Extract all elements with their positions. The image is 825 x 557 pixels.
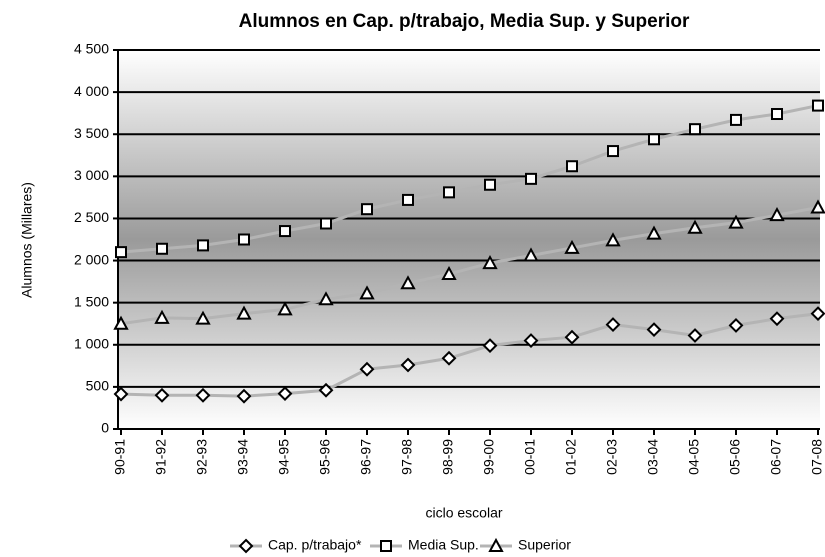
- marker: [769, 206, 785, 222]
- y-tick-label: 2 500: [74, 209, 109, 225]
- marker: [484, 178, 496, 191]
- marker: [810, 306, 825, 322]
- x-tick-label: 95-96: [317, 439, 333, 475]
- x-tick-label: 02-03: [604, 439, 620, 475]
- marker: [320, 217, 332, 230]
- marker: [441, 265, 457, 281]
- marker: [564, 239, 580, 254]
- marker: [441, 350, 457, 366]
- marker: [113, 386, 129, 402]
- marker: [730, 113, 742, 126]
- legend-marker: [380, 540, 392, 552]
- series-line: [120, 104, 819, 254]
- marker: [277, 301, 293, 316]
- y-axis-label: Alumnos (Millares): [19, 182, 35, 298]
- marker: [771, 108, 783, 121]
- legend-label: Media Sup.: [408, 537, 479, 553]
- x-tick-label: 96-97: [358, 439, 374, 475]
- y-tick-label: 3 000: [74, 167, 109, 183]
- marker: [482, 338, 498, 354]
- y-tick-label: 1 500: [74, 293, 109, 309]
- marker: [605, 317, 621, 332]
- x-tick-label: 97-98: [399, 439, 415, 475]
- marker: [238, 233, 250, 246]
- marker: [156, 242, 168, 255]
- legend-label: Cap. p/trabajo*: [268, 537, 362, 553]
- marker: [566, 160, 578, 173]
- marker: [728, 317, 744, 333]
- y-tick-label: 0: [101, 420, 109, 436]
- marker: [402, 193, 414, 206]
- x-tick-label: 99-00: [481, 439, 497, 475]
- marker: [195, 387, 211, 403]
- y-tick-label: 4 000: [74, 83, 109, 99]
- marker: [605, 232, 621, 247]
- marker: [400, 275, 416, 290]
- y-tick-label: 2 000: [74, 251, 109, 267]
- marker: [443, 186, 455, 199]
- marker: [359, 285, 375, 300]
- x-tick-label: 90-91: [112, 439, 128, 475]
- chart-title: Alumnos en Cap. p/trabajo, Media Sup. y …: [239, 11, 690, 32]
- marker: [359, 361, 375, 377]
- x-tick-label: 91-92: [153, 439, 169, 475]
- marker: [279, 225, 291, 238]
- x-tick-label: 94-95: [276, 439, 292, 475]
- marker: [648, 133, 660, 146]
- marker: [687, 328, 703, 343]
- marker: [115, 246, 127, 259]
- marker: [687, 219, 703, 234]
- marker: [564, 329, 580, 345]
- marker: [525, 172, 537, 185]
- x-tick-label: 06-07: [768, 439, 784, 475]
- marker: [197, 239, 209, 252]
- marker: [236, 388, 252, 404]
- y-tick-label: 500: [86, 378, 110, 394]
- marker: [154, 309, 170, 324]
- legend-marker: [238, 538, 254, 554]
- x-axis-label: ciclo escolar: [425, 505, 502, 521]
- marker: [400, 357, 416, 373]
- plot-area: [118, 50, 820, 429]
- marker: [810, 199, 825, 214]
- marker: [728, 214, 744, 229]
- marker: [689, 123, 701, 136]
- marker: [646, 225, 662, 240]
- x-tick-label: 98-99: [440, 439, 456, 475]
- marker: [154, 387, 170, 403]
- marker: [523, 333, 539, 348]
- x-tick-label: 07-08: [809, 439, 825, 475]
- marker: [113, 315, 129, 330]
- marker: [812, 99, 824, 112]
- marker: [277, 386, 293, 402]
- marker: [361, 203, 373, 216]
- x-tick-label: 05-06: [727, 439, 743, 475]
- legend-label: Superior: [518, 537, 571, 553]
- marker: [482, 254, 498, 270]
- series-line: [120, 206, 819, 326]
- marker: [646, 322, 662, 338]
- marker: [318, 291, 334, 306]
- marker: [318, 382, 334, 398]
- marker: [523, 247, 539, 262]
- x-tick-label: 93-94: [235, 439, 251, 475]
- legend-marker: [488, 537, 504, 552]
- x-tick-label: 04-05: [686, 439, 702, 475]
- y-tick-label: 4 500: [74, 41, 109, 57]
- marker: [769, 311, 785, 327]
- y-tick-label: 3 500: [74, 125, 109, 141]
- x-tick-label: 00-01: [522, 439, 538, 475]
- marker: [236, 305, 252, 320]
- y-tick-label: 1 000: [74, 335, 109, 351]
- x-tick-label: 01-02: [563, 439, 579, 475]
- marker: [607, 145, 619, 158]
- x-tick-label: 92-93: [194, 439, 210, 475]
- marker: [195, 310, 211, 325]
- x-tick-label: 03-04: [645, 439, 661, 475]
